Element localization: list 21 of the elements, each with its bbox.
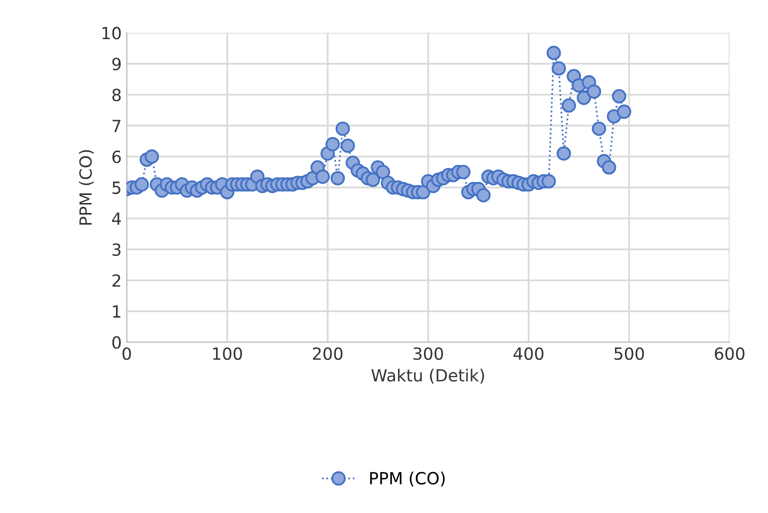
x-tick-label: 300 <box>414 347 443 360</box>
y-tick-label: 0 <box>112 336 121 349</box>
x-tick-label: 600 <box>714 347 744 360</box>
y-tick-label: 2 <box>112 274 120 287</box>
y-tick-label: 1 <box>113 305 120 318</box>
y-tick-label: 9 <box>112 58 121 70</box>
x-tick-label: 0 <box>122 347 131 360</box>
x-tick-label: 100 <box>213 347 242 360</box>
y-tick-label: 5 <box>112 182 120 194</box>
y-tick-label: 3 <box>112 243 121 256</box>
legend-label: PPM (CO) <box>370 472 445 486</box>
y-axis-title: PPM (CO) <box>78 150 94 225</box>
x-tick-label: 400 <box>514 347 544 360</box>
y-tick-label: 8 <box>112 88 121 102</box>
x-tick-label: 200 <box>312 347 342 360</box>
x-axis-title: Waktu (Detik) <box>371 368 484 384</box>
y-tick-label: 7 <box>112 120 120 132</box>
y-tick-label: 10 <box>102 26 121 40</box>
y-tick-label: 6 <box>112 150 121 164</box>
y-tick-label: 4 <box>112 212 121 225</box>
x-tick-label: 500 <box>614 347 644 360</box>
